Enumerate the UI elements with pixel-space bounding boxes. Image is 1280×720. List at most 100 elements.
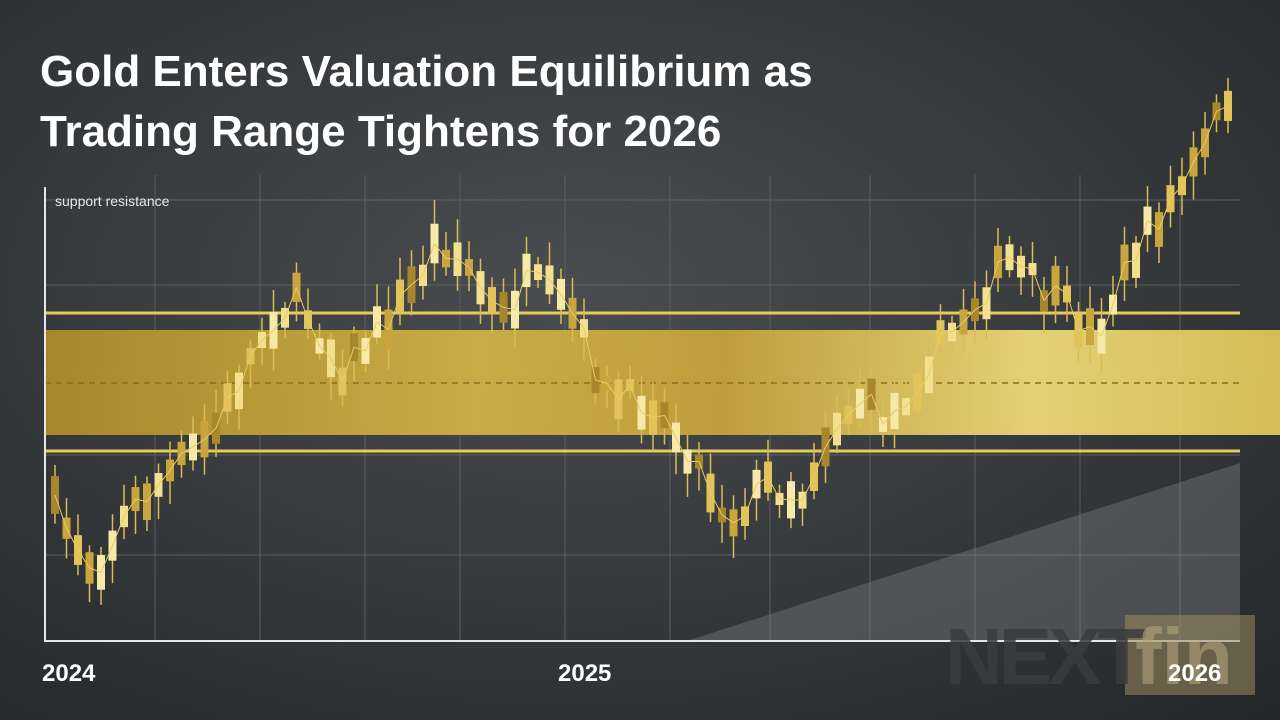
trend-segment [652, 414, 665, 419]
trend-segment [1181, 161, 1194, 186]
logo-box [1125, 615, 1255, 695]
trend-segment [779, 498, 792, 501]
trend-segment [882, 410, 895, 425]
trend-segment [100, 545, 113, 573]
logo-text: NEXT [945, 612, 1146, 701]
trend-segment [1066, 293, 1079, 332]
trend-segment [710, 492, 723, 516]
candle-body [384, 309, 393, 350]
trend-segment [204, 427, 217, 440]
trend-segment [1158, 198, 1171, 230]
trend-segment [66, 527, 79, 551]
trend-segment [503, 306, 516, 311]
trend-segment [468, 267, 481, 288]
trend-segment [928, 332, 941, 375]
trend-segment [261, 329, 274, 341]
trend-segment [1055, 285, 1068, 295]
candles [51, 77, 1232, 605]
trend-segment [146, 484, 159, 503]
trend-segment [606, 383, 619, 400]
trend-segment [802, 476, 815, 501]
trend-segment [595, 379, 608, 384]
trend-segment [583, 328, 596, 381]
trend-segment [905, 391, 918, 408]
trend-segment [1032, 268, 1045, 301]
trend-segment [192, 438, 205, 448]
trend-segment [1216, 105, 1229, 112]
trend-segment [250, 339, 263, 357]
trend-segment [997, 256, 1010, 263]
candle-body [338, 367, 347, 396]
trend-segment [399, 284, 412, 297]
candle-body [1097, 318, 1106, 354]
x-label: 2024 [42, 660, 96, 687]
trend-segment [836, 414, 849, 430]
trend-segment [917, 374, 930, 393]
trend-segment [848, 403, 861, 416]
trend-segment [273, 317, 286, 331]
trend-segment [434, 243, 447, 259]
trend-segment [1089, 326, 1102, 337]
trend-segment [721, 514, 734, 524]
trend-segment [859, 393, 872, 404]
trend-segment [284, 287, 297, 319]
trend-segment [951, 321, 964, 333]
logo-text: fin [1135, 612, 1233, 701]
trend-segment [135, 498, 148, 503]
trend-segment [1170, 185, 1183, 200]
trend-segment [1112, 262, 1125, 305]
trend-segment [894, 406, 907, 412]
trend-segment [422, 243, 435, 276]
trend-segment [974, 302, 987, 311]
trend-segment [675, 437, 688, 462]
trend-segment [641, 412, 654, 419]
candle-body [626, 379, 634, 392]
trend-segment [480, 287, 493, 301]
trend-segment [411, 274, 424, 286]
headline-line: Gold Enters Valuation Equilibrium as [40, 47, 813, 96]
trend-segment [445, 258, 458, 260]
trend-segment [1147, 220, 1160, 230]
trend-segment [744, 483, 757, 517]
trend-segment [158, 470, 171, 486]
trend-segment [871, 394, 884, 425]
trend-segment [1135, 220, 1148, 261]
trend-segment [54, 494, 67, 529]
trend-segment [572, 312, 585, 329]
trend-segment [1020, 266, 1033, 270]
trend-segment [491, 300, 504, 308]
trend-segment [629, 384, 642, 413]
trend-segment [549, 279, 562, 295]
trend-segment [1204, 111, 1217, 143]
trend-segment [365, 321, 378, 352]
trend-segment [353, 346, 366, 352]
trend-segment [227, 390, 240, 398]
trend-segment [169, 453, 182, 471]
trend-segment [1101, 304, 1114, 337]
trend-segment [664, 415, 677, 438]
trend-segment [388, 295, 401, 330]
x-label: 2026 [1168, 660, 1221, 687]
trend-segment [457, 258, 470, 268]
trend-segment [537, 271, 550, 281]
trend-segment [813, 446, 826, 477]
legend-text: support resistance [55, 193, 170, 209]
trend-segment [181, 446, 194, 454]
trend-segment [526, 269, 539, 273]
trend-segment [698, 461, 711, 494]
trend-segment [733, 515, 746, 524]
trend-segment [307, 319, 320, 347]
trend-segment [319, 345, 332, 359]
trend-segment [618, 384, 631, 400]
trend-segment [1124, 259, 1137, 263]
trend-segment [514, 270, 527, 310]
trend-segment [123, 498, 136, 517]
trend-segment [330, 358, 343, 382]
trend-segment [825, 428, 838, 448]
trend-segment [1193, 142, 1206, 163]
trend-segment [756, 476, 769, 485]
candle-body [1086, 308, 1094, 345]
candle-body [131, 487, 140, 512]
